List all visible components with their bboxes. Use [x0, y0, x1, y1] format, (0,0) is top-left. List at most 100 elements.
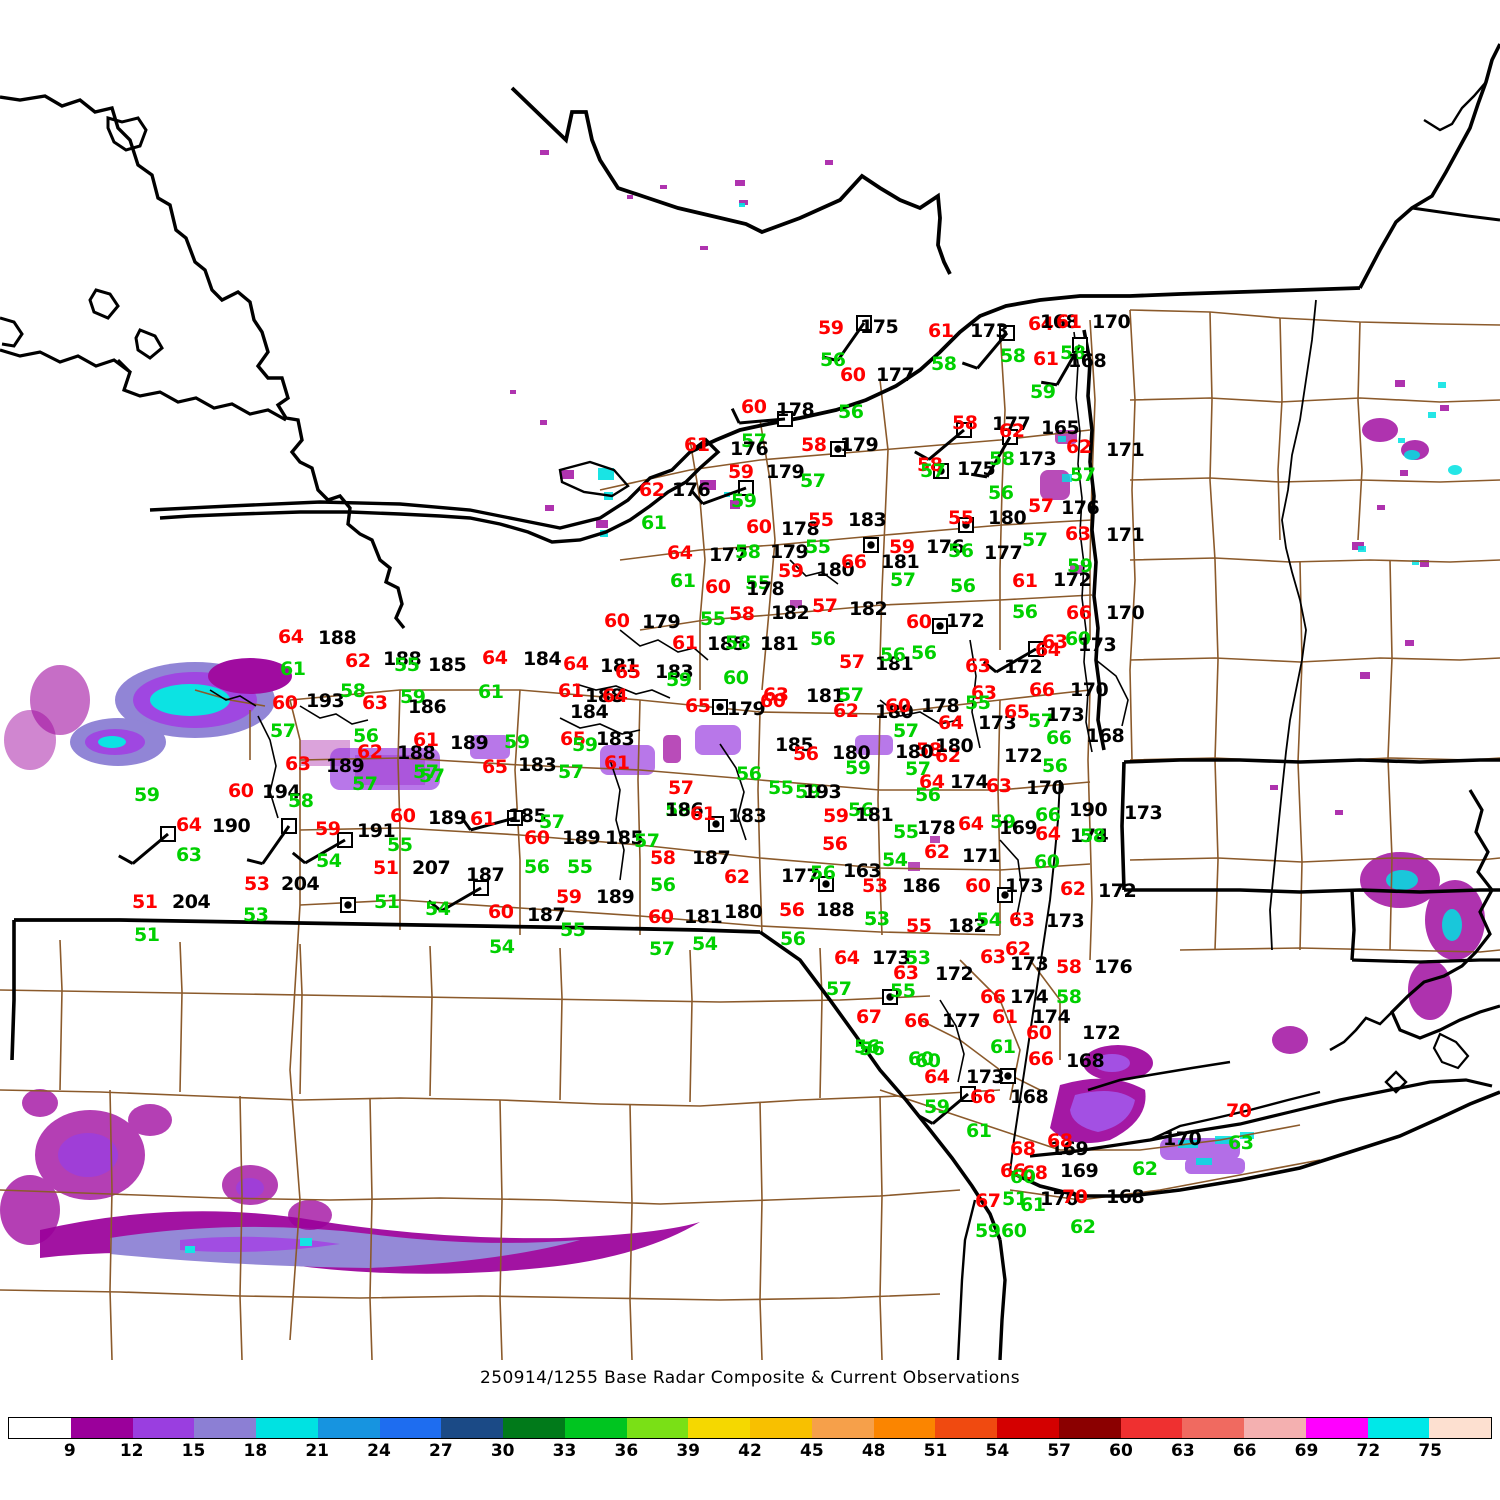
temperature-value: 70 [1226, 1100, 1252, 1122]
pressure-value: 177 [709, 544, 748, 566]
temperature-value: 63 [971, 682, 997, 704]
pressure-value: 180 [935, 735, 974, 757]
colorbar-tick: 60 [1109, 1441, 1133, 1461]
dewpoint-value: 60 [1010, 1166, 1036, 1188]
pressure-value: 190 [1069, 799, 1108, 821]
colorbar-swatch [750, 1418, 812, 1438]
dewpoint-value: 59 [666, 669, 692, 691]
dewpoint-value: 61 [990, 1036, 1016, 1058]
calm-wind-dot [1001, 891, 1009, 899]
dewpoint-value: 53 [864, 908, 890, 930]
temperature-value: 70 [1062, 1186, 1088, 1208]
wind-barb-shaft [440, 886, 482, 913]
temperature-value: 57 [1028, 495, 1054, 517]
wind-barb-shaft [836, 322, 866, 362]
temperature-value: 55 [808, 509, 834, 531]
colorbar-tick: 36 [614, 1441, 639, 1461]
dewpoint-value: 55 [745, 572, 771, 594]
colorbar-tick: 12 [119, 1441, 144, 1461]
dewpoint-value: 56 [1012, 601, 1038, 623]
temperature-value: 60 [1026, 1022, 1052, 1044]
pressure-value: 177 [781, 865, 820, 887]
pressure-value: 178 [921, 695, 960, 717]
pressure-value: 176 [1094, 956, 1133, 978]
temperature-value: 60 [228, 780, 254, 802]
pressure-value: 183 [848, 509, 887, 531]
wind-barb-shaft [702, 486, 747, 506]
wind-barb-shaft [976, 332, 1009, 370]
pressure-value: 170 [1106, 602, 1145, 624]
dewpoint-value: 57 [1070, 464, 1096, 486]
pressure-value: 189 [428, 807, 467, 829]
pressure-value: 182 [771, 602, 810, 624]
pressure-value: 176 [730, 438, 769, 460]
radar-map-canvas[interactable]: 59 175 61 173 64 168 61 170 56 60 177 58 58 61 58 168 56… [0, 0, 1500, 1360]
dewpoint-value: 56 [950, 575, 976, 597]
temperature-value: 63 [1009, 909, 1035, 931]
reflectivity-colorbar: 9 12 15 18 21 24 27 30 33 36 39 42 45 48 51 54 57 60 63 66 6… [8, 1417, 1492, 1469]
dewpoint-value: 62 [1132, 1158, 1158, 1180]
temperature-value: 64 [924, 1066, 950, 1088]
dewpoint-value: 53 [243, 904, 269, 926]
pressure-value: 186 [665, 799, 704, 821]
temperature-value: 65 [560, 728, 586, 750]
temperature-value: 62 [1060, 878, 1086, 900]
pressure-value: 173 [1005, 875, 1044, 897]
dewpoint-value: 57 [838, 684, 864, 706]
dewpoint-value: 57 [539, 811, 565, 833]
dewpoint-value: 55 [700, 608, 726, 630]
colorbar-swatch [379, 1418, 442, 1438]
pressure-value: 184 [570, 701, 609, 723]
temperature-value: 63 [763, 684, 789, 706]
pressure-value: 187 [692, 847, 731, 869]
dewpoint-value: 61 [966, 1120, 992, 1142]
colorbar-swatches [8, 1417, 1492, 1439]
calm-wind-dot [344, 901, 352, 909]
dewpoint-value: 54 [489, 936, 515, 958]
pressure-value: 172 [946, 610, 985, 632]
dewpoint-value: 66 [1035, 804, 1061, 826]
colorbar-tick: 39 [676, 1441, 700, 1461]
wind-barb-flag [914, 450, 930, 461]
temperature-value: 62 [345, 650, 371, 672]
dewpoint-value: 58 [1000, 345, 1026, 367]
dewpoint-value: 58 [1080, 825, 1106, 847]
temperature-value: 61 [604, 752, 630, 774]
dewpoint-value: 58 [340, 680, 366, 702]
pressure-value: 172 [1004, 745, 1043, 767]
pressure-value: 170 [1040, 1188, 1079, 1210]
dewpoint-value: 61 [1020, 1194, 1046, 1216]
dewpoint-value: 56 [524, 856, 550, 878]
pressure-value: 179 [840, 434, 879, 456]
colorbar-swatch [997, 1418, 1059, 1438]
colorbar-swatch [317, 1418, 380, 1438]
dewpoint-value: 59 [504, 731, 530, 753]
dewpoint-value: 54 [976, 909, 1002, 931]
temperature-value: 62 [724, 866, 750, 888]
colorbar-swatch [935, 1418, 997, 1438]
temperature-value: 59 [778, 560, 804, 582]
colorbar-tick-labels: 9 12 15 18 21 24 27 30 33 36 39 42 45 48 51 54 57 60 63 66 6… [8, 1441, 1492, 1469]
dewpoint-value: 58 [1060, 342, 1086, 364]
colorbar-tick: 30 [490, 1441, 515, 1461]
pressure-value: 168 [1066, 1050, 1105, 1072]
temperature-value: 58 [1056, 956, 1082, 978]
colorbar-swatch [1429, 1418, 1491, 1438]
dewpoint-value: 57 [741, 430, 767, 452]
wind-barb-flag [918, 1114, 934, 1125]
colorbar-tick: 54 [985, 1441, 1010, 1461]
colorbar-swatch [811, 1418, 874, 1438]
calm-wind-dot [867, 541, 875, 549]
pressure-value: 186 [902, 875, 941, 897]
temperature-value: 57 [668, 777, 694, 799]
temperature-value: 63 [980, 946, 1006, 968]
temperature-value: 59 [315, 818, 341, 840]
dewpoint-value: 61 [670, 570, 696, 592]
dewpoint-value: 60 [1065, 628, 1091, 650]
dewpoint-value: 59 [1030, 381, 1056, 403]
temperature-value: 64 [278, 626, 304, 648]
dewpoint-value: 56 [911, 642, 937, 664]
state-border-layer [0, 43, 1500, 1360]
colorbar-tick: 9 [63, 1441, 76, 1461]
pressure-value: 173 [872, 947, 911, 969]
